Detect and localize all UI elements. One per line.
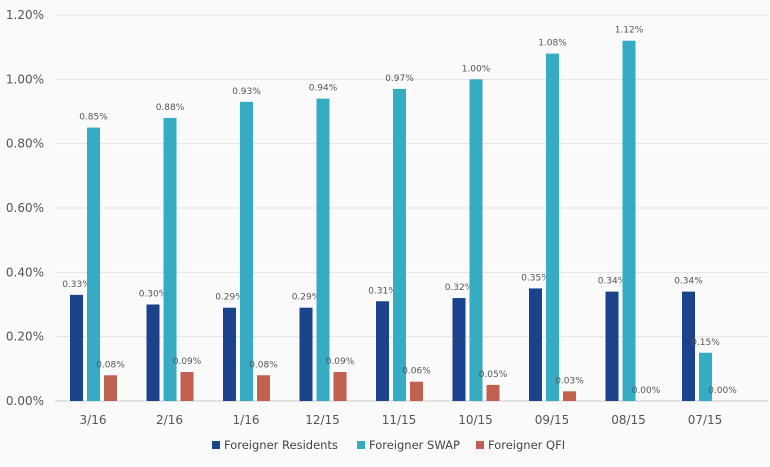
bar-foreigner-residents (299, 307, 313, 401)
bar-foreigner-residents (70, 294, 83, 401)
data-label: 0.08% (96, 360, 125, 370)
data-label: 0.09% (173, 357, 202, 367)
bar-foreigner-qfi (180, 372, 194, 401)
bar-foreigner-swap (699, 352, 712, 401)
bar-foreigner-swap (240, 101, 253, 401)
data-label: 0.00% (632, 386, 661, 396)
legend-label: Foreigner Residents (224, 438, 338, 452)
bar-foreigner-swap (393, 88, 406, 401)
data-label: 0.34% (598, 277, 627, 287)
bar-foreigner-qfi (257, 375, 270, 401)
x-tick-label: 09/15 (535, 413, 570, 427)
data-label: 0.35% (521, 273, 550, 283)
y-tick-label: 0.80% (6, 137, 44, 151)
y-tick-label: 0.40% (6, 265, 44, 279)
x-tick-label: 3/16 (80, 413, 107, 427)
data-label: 0.05% (479, 370, 508, 380)
bar-foreigner-qfi (410, 381, 423, 401)
legend-swatch (357, 441, 365, 449)
data-label: 1.12% (615, 26, 644, 36)
bar-foreigner-swap (546, 53, 559, 401)
data-label: 0.29% (215, 293, 244, 303)
bar-foreigner-qfi (563, 391, 576, 401)
data-label: 1.08% (538, 39, 567, 49)
y-tick-label: 1.20% (6, 8, 44, 22)
data-label: 0.97% (385, 74, 414, 84)
legend-swatch (476, 441, 484, 449)
data-label: 0.06% (402, 367, 431, 377)
legend-label: Foreigner SWAP (369, 438, 460, 452)
data-label: 0.85% (79, 113, 108, 123)
x-tick-label: 08/15 (611, 413, 646, 427)
data-label: 1.00% (462, 64, 491, 74)
bar-foreigner-swap (622, 40, 636, 401)
y-tick-label: 0.60% (6, 201, 44, 215)
x-tick-label: 1/16 (233, 413, 260, 427)
data-label: 0.94% (309, 84, 338, 94)
data-label: 0.30% (139, 290, 168, 300)
data-label: 0.03% (555, 376, 584, 386)
bar-foreigner-residents (223, 307, 236, 401)
bar-foreigner-residents (452, 298, 466, 401)
data-label: 0.00% (708, 386, 737, 396)
data-label: 0.88% (156, 103, 185, 113)
data-label: 0.32% (445, 283, 474, 293)
x-tick-label: 2/16 (156, 413, 183, 427)
y-tick-label: 0.20% (6, 330, 44, 344)
x-tick-label: 07/15 (688, 413, 723, 427)
data-label: 0.15% (691, 338, 720, 348)
legend-swatch (212, 441, 220, 449)
bar-foreigner-swap (469, 79, 483, 401)
bar-foreigner-qfi (104, 375, 117, 401)
bar-foreigner-qfi (486, 384, 500, 401)
bar-foreigner-residents (146, 304, 160, 401)
bar-foreigner-swap (163, 117, 177, 401)
data-label: 0.09% (326, 357, 355, 367)
data-label: 0.29% (292, 293, 321, 303)
bar-foreigner-residents (682, 291, 695, 401)
x-tick-label: 10/15 (458, 413, 493, 427)
bar-foreigner-residents (529, 288, 542, 401)
legend-label: Foreigner QFI (488, 438, 565, 452)
y-tick-label: 1.00% (6, 72, 44, 86)
bar-foreigner-swap (316, 98, 330, 401)
bar-foreigner-swap (87, 127, 100, 401)
data-label: 0.34% (674, 277, 703, 287)
y-tick-label: 0.00% (6, 394, 44, 408)
bar-foreigner-qfi (333, 372, 347, 401)
x-tick-label: 12/15 (305, 413, 340, 427)
data-label: 0.08% (249, 360, 278, 370)
x-tick-label: 11/15 (382, 413, 417, 427)
data-label: 0.31% (368, 286, 397, 296)
bar-foreigner-residents (376, 301, 389, 401)
data-label: 0.33% (62, 280, 91, 290)
data-label: 0.93% (232, 87, 261, 97)
bar-foreigner-residents (605, 291, 619, 401)
